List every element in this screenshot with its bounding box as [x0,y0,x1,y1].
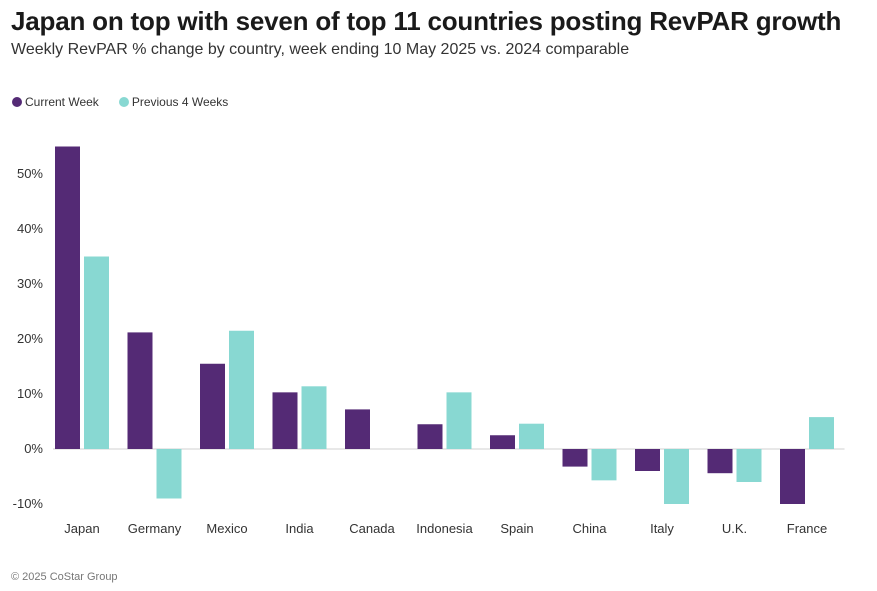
bar-germany-previous-4-weeks [156,449,182,499]
bar-u-k-previous-4-weeks [736,449,762,482]
x-tick-label-indonesia: Indonesia [416,521,473,536]
bar-france-current-week [780,449,805,504]
bar-china-previous-4-weeks [591,449,617,481]
bar-indonesia-previous-4-weeks [446,392,472,449]
bar-germany-current-week [127,332,153,449]
x-tick-label-mexico: Mexico [206,521,247,536]
bar-u-k-current-week [707,449,733,474]
y-tick-label: 40% [17,221,43,236]
bar-mexico-previous-4-weeks [229,330,254,449]
bar-italy-previous-4-weeks [664,449,689,504]
bar-indonesia-current-week [417,424,443,449]
y-tick-label: 50% [17,166,43,181]
x-tick-label-canada: Canada [349,521,395,536]
bar-india-previous-4-weeks [301,386,327,449]
bar-spain-current-week [490,435,515,449]
x-tick-label-italy: Italy [650,521,674,536]
chart-title: Japan on top with seven of top 11 countr… [11,6,842,36]
x-tick-label-japan: Japan [64,521,99,536]
legend-label-previous-4-weeks: Previous 4 Weeks [131,95,229,109]
legend-swatch-current-week [12,97,22,107]
bar-china-current-week [562,449,588,467]
x-tick-label-germany: Germany [128,521,182,536]
bar-canada-current-week [345,409,370,449]
bar-mexico-current-week [200,363,225,449]
x-tick-label-spain: Spain [500,521,533,536]
y-tick-label: 0% [24,441,43,456]
legend-item-current-week: Current Week [12,95,99,109]
bar-spain-previous-4-weeks [519,423,544,449]
bar-france-previous-4-weeks [809,417,834,449]
y-tick-label: 20% [17,331,43,346]
bar-japan-previous-4-weeks [84,256,109,449]
bar-india-current-week [272,392,298,449]
x-tick-label-u-k: U.K. [722,521,747,536]
chart-subtitle: Weekly RevPAR % change by country, week … [11,41,630,58]
x-tick-label-india: India [285,521,314,536]
x-tick-label-france: France [787,521,827,536]
y-tick-label: 30% [17,276,43,291]
y-tick-label: 10% [17,386,43,401]
legend-label-current-week: Current Week [25,95,99,109]
x-tick-label-china: China [573,521,608,536]
bar-japan-current-week [55,146,80,449]
copyright-footer: © 2025 CoStar Group [11,571,118,583]
chart-legend: Current Week Previous 4 Weeks [12,95,228,109]
bar-italy-current-week [635,449,660,471]
y-tick-label: -10% [13,496,44,511]
legend-swatch-previous-4-weeks [118,97,129,107]
legend-item-previous-4-weeks: Previous 4 Weeks [118,95,229,109]
